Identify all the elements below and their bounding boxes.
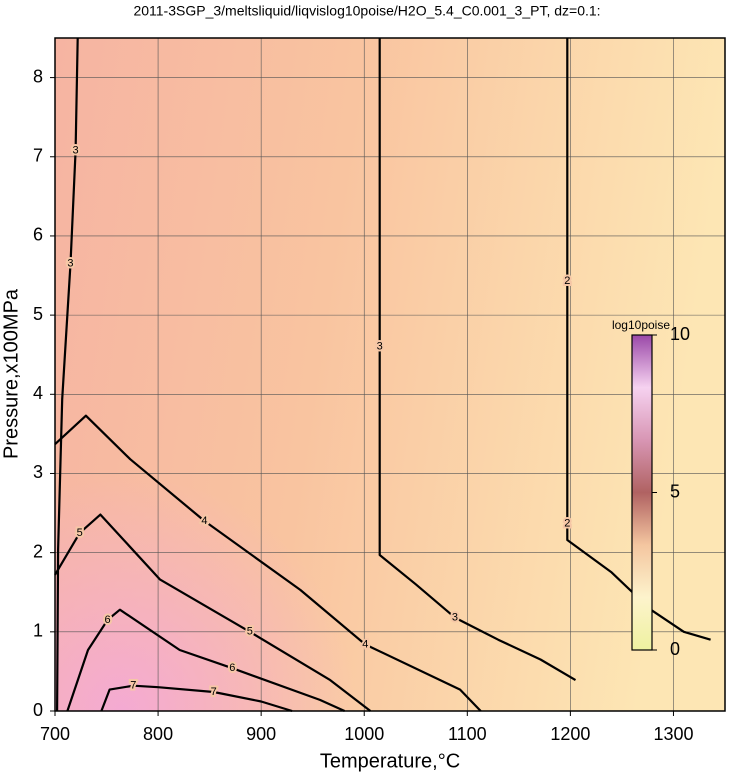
contour-label: 5 [77,527,83,539]
contour-label: 3 [73,144,79,156]
colorbar-tick-label: 0 [670,639,680,659]
x-tick-label: 1200 [550,724,590,744]
contour-line [66,608,346,713]
y-tick-label: 0 [33,700,43,720]
contour-label: 7 [130,680,136,692]
x-tick-label: 700 [40,724,70,744]
plot-frame [54,37,726,712]
x-axis-label: Temperature,°C [320,750,460,772]
y-tick-label: 2 [33,541,43,561]
x-tick-label: 1100 [448,724,487,744]
contour-label: 3 [452,611,458,623]
y-tick-label: 4 [33,383,43,403]
plot-shade [55,38,725,711]
contour-label: 2 [564,517,570,529]
chart-title: 2011-3SGP_3/meltsliquid/liqvislog10poise… [133,3,600,19]
contour-line [56,37,79,712]
contour-label: 7 [211,686,217,698]
contour-label: 3 [67,258,73,270]
contour-line [54,513,372,712]
y-tick-label: 7 [33,146,43,166]
contour-label: 5 [247,626,253,638]
y-tick-label: 5 [33,304,43,324]
contour-label: 4 [201,515,207,527]
x-tick-label: 1300 [653,724,693,744]
x-tick-label: 800 [143,724,173,744]
colorbar-tick-label: 5 [670,481,680,501]
y-tick-label: 6 [33,225,43,245]
contour-label: 6 [229,662,235,674]
colorbar-label: log10poise [612,318,670,332]
colorbar [631,334,653,651]
x-tick-label: 900 [246,724,276,744]
contour-line [566,38,711,641]
contour-label: 3 [377,341,383,353]
contour-line [378,38,577,682]
contour-label: 6 [105,614,111,626]
colorbar-tick-label: 10 [670,324,690,344]
y-tick-label: 8 [33,66,43,86]
y-axis-label: Pressure,x100MPa [0,288,22,459]
contour-line [54,414,482,712]
y-tick-label: 3 [33,462,43,482]
contour-label: 2 [564,275,570,287]
contour-line [100,684,293,713]
contour-label: 4 [362,638,368,650]
x-tick-label: 1000 [344,724,384,744]
y-tick-label: 1 [33,621,43,641]
